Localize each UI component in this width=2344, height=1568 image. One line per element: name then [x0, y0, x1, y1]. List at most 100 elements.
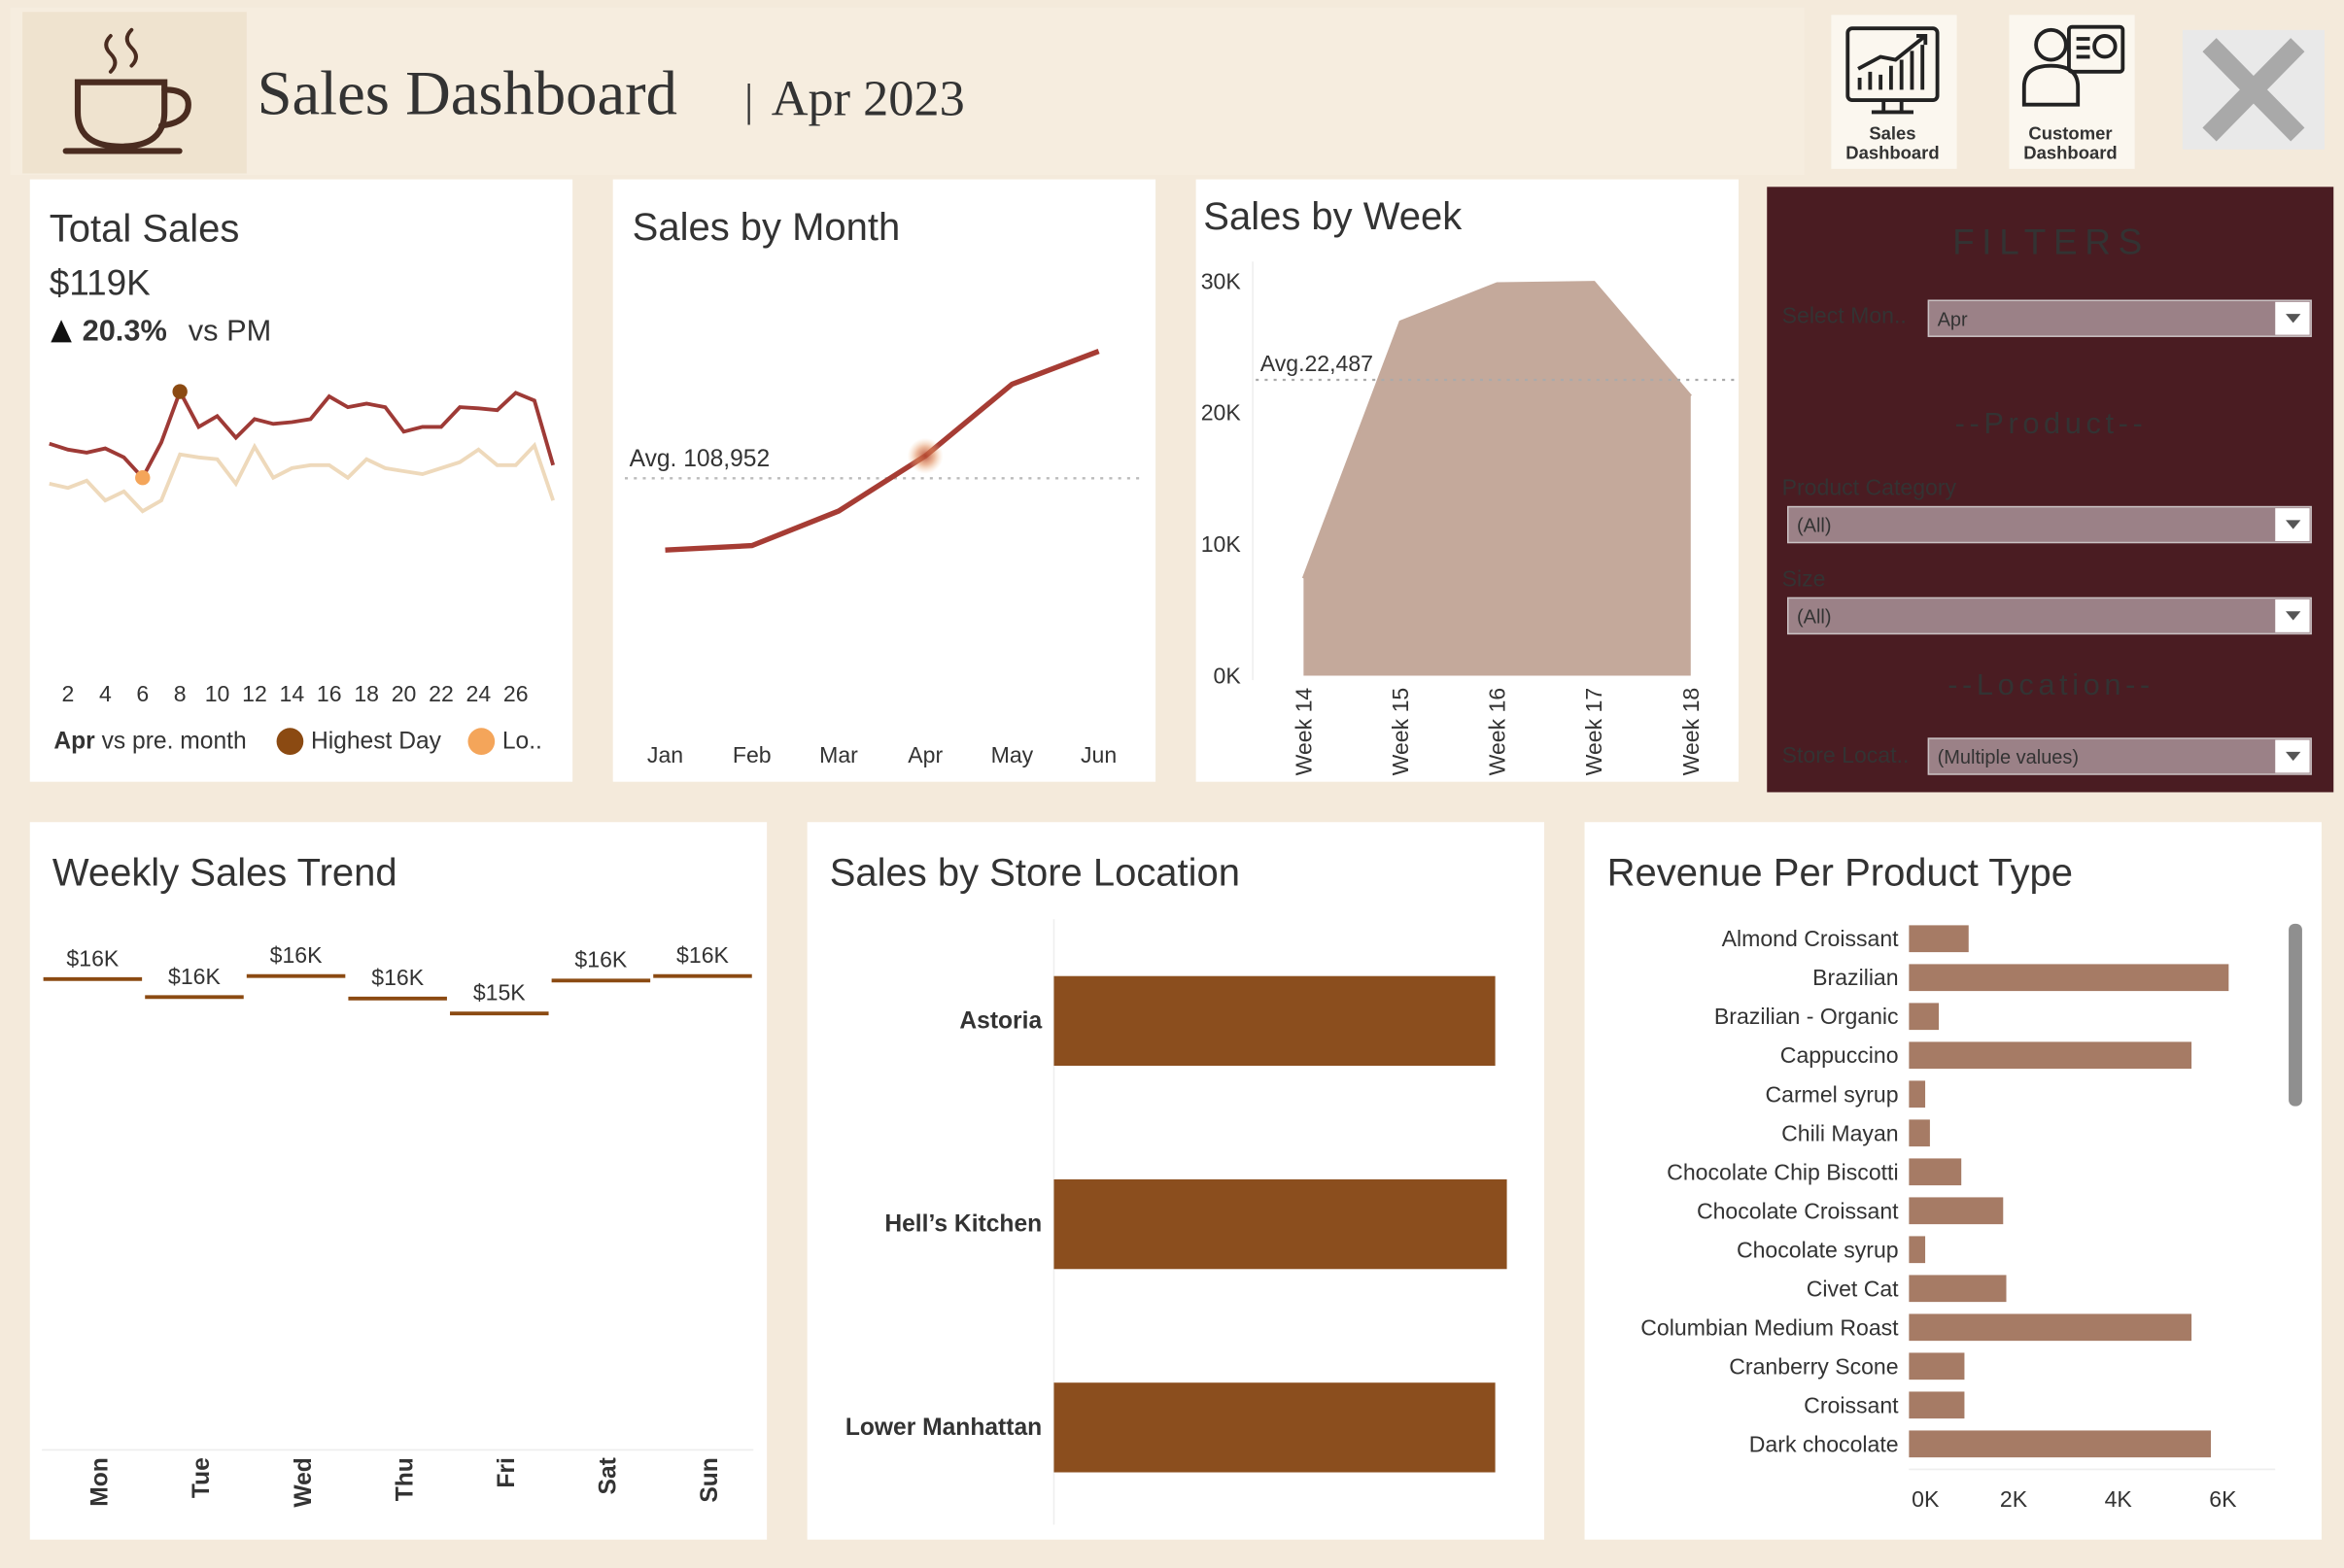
dropdown[interactable]: (All)	[1786, 505, 2312, 544]
y-tick-label: Cranberry Scone	[1729, 1353, 1898, 1379]
bar	[1909, 1275, 2007, 1303]
dropdown[interactable]: (Multiple values)	[1927, 737, 2312, 775]
chart-title: Revenue Per Product Type	[1607, 852, 2073, 895]
y-tick-label: Brazilian - Organic	[1714, 1004, 1899, 1029]
nav-icon	[1845, 26, 1940, 115]
area-line	[1301, 281, 1692, 579]
dropdown-box[interactable]	[1927, 737, 2312, 775]
close-icon	[2202, 38, 2305, 142]
x-tick-label: Wed	[291, 1457, 317, 1508]
value-label: $16K	[676, 942, 729, 968]
x-tick-label: Jan	[647, 742, 683, 767]
x-tick-label: 6	[136, 681, 149, 706]
nav-label: Dashboard	[2023, 142, 2117, 162]
value-label: $16K	[66, 945, 119, 971]
filter-label: Product Category	[1782, 475, 1957, 500]
dropdown-arrow	[2286, 520, 2301, 529]
dropdown-box[interactable]	[1786, 597, 2312, 635]
x-tick-label: May	[991, 742, 1034, 767]
nav-customer-dashboard[interactable]: Customer Dashboard	[2009, 15, 2135, 169]
x-tick-label: 24	[466, 681, 492, 706]
kpi-arrow	[51, 320, 72, 343]
dropdown-box[interactable]	[1786, 505, 2312, 544]
x-tick-label: 2	[62, 681, 75, 706]
scrollbar[interactable]	[2289, 923, 2302, 1107]
y-tick-label: Croissant	[1804, 1392, 1899, 1417]
reference-label: Avg.22,487	[1260, 351, 1373, 376]
bar	[1909, 1430, 2212, 1458]
y-tick-label: 30K	[1201, 268, 1242, 293]
kpi-change: 20.3%	[83, 314, 167, 348]
x-tick-label: Week 16	[1485, 688, 1510, 776]
x-tick-label: 4	[99, 681, 112, 706]
bar	[1909, 1158, 1962, 1186]
chart-title: Sales by Month	[633, 206, 901, 249]
chart-title: Weekly Sales Trend	[52, 852, 397, 895]
filter-heading: --Location--	[1948, 667, 2154, 701]
day-marker	[172, 384, 188, 399]
line-series	[665, 349, 1100, 553]
y-tick-label: 10K	[1201, 531, 1242, 557]
value-label: $16K	[371, 965, 424, 990]
bar	[1909, 1236, 1926, 1264]
day-marker	[135, 470, 151, 486]
dropdown-value: (Multiple values)	[1938, 747, 2079, 768]
x-tick-label: Sun	[697, 1457, 723, 1502]
x-tick-label: 6K	[2209, 1486, 2237, 1512]
bar	[1053, 975, 1496, 1067]
panel	[29, 179, 573, 782]
filter-label: Size	[1782, 565, 1826, 591]
bar	[1909, 1080, 1926, 1108]
kpi-comparison: vs PM	[189, 314, 271, 348]
x-tick-label: 18	[354, 681, 379, 706]
x-tick-label: Fri	[494, 1457, 520, 1487]
y-tick-label: Civet Cat	[1807, 1276, 1899, 1301]
bar	[1909, 925, 1969, 953]
dropdown-value: Apr	[1938, 309, 1968, 330]
x-tick-label: 12	[242, 681, 267, 706]
legend-label: Lo..	[502, 729, 542, 755]
x-tick-label: Thu	[392, 1457, 418, 1501]
x-tick-label: Tue	[189, 1457, 215, 1498]
bar	[1909, 1041, 2192, 1070]
nav-sales-dashboard[interactable]: Sales Dashboard	[1831, 15, 1957, 169]
filter-label: Store Locat..	[1782, 742, 1910, 767]
x-tick-label: Mar	[819, 742, 858, 767]
x-tick-label: Apr	[908, 742, 943, 767]
dropdown-box[interactable]	[1927, 299, 2312, 337]
x-tick-label: Week 17	[1581, 688, 1606, 776]
dropdown-value: (All)	[1797, 606, 1832, 628]
x-tick-label: 0K	[1912, 1486, 1940, 1512]
value-label: $16K	[168, 964, 221, 989]
y-tick-label: Chocolate Chip Biscotti	[1667, 1159, 1898, 1184]
x-tick-label: Sat	[596, 1457, 622, 1494]
panel	[29, 822, 768, 1540]
title-separator: |	[744, 76, 753, 125]
dropdown[interactable]: Apr	[1927, 299, 2312, 337]
y-tick-label: Dark chocolate	[1749, 1431, 1899, 1456]
reference-label: Avg. 108,952	[630, 446, 771, 472]
dropdown[interactable]: (All)	[1786, 597, 2312, 635]
x-tick-label: 10	[205, 681, 230, 706]
bar	[1909, 964, 2229, 992]
bar	[1909, 1003, 1940, 1031]
x-tick-label: 16	[317, 681, 342, 706]
dropdown-arrow	[2286, 751, 2301, 762]
dashboard-period: Apr 2023	[772, 71, 965, 127]
kpi-value: $119K	[50, 262, 151, 302]
y-tick-label: 20K	[1201, 400, 1242, 426]
bar	[1053, 1178, 1507, 1270]
close-button[interactable]	[2182, 29, 2326, 150]
value-label: $15K	[473, 980, 526, 1006]
dropdown-value: (All)	[1797, 516, 1832, 537]
y-tick-label: Carmel syrup	[1765, 1081, 1898, 1107]
coffee-icon	[62, 27, 191, 154]
nav-label: Customer	[2028, 122, 2112, 143]
legend-label: Highest Day	[311, 729, 442, 755]
x-tick-label: Mon	[87, 1457, 114, 1507]
line-series	[49, 441, 555, 514]
line-series	[49, 387, 556, 482]
x-tick-label: Week 18	[1678, 688, 1704, 776]
